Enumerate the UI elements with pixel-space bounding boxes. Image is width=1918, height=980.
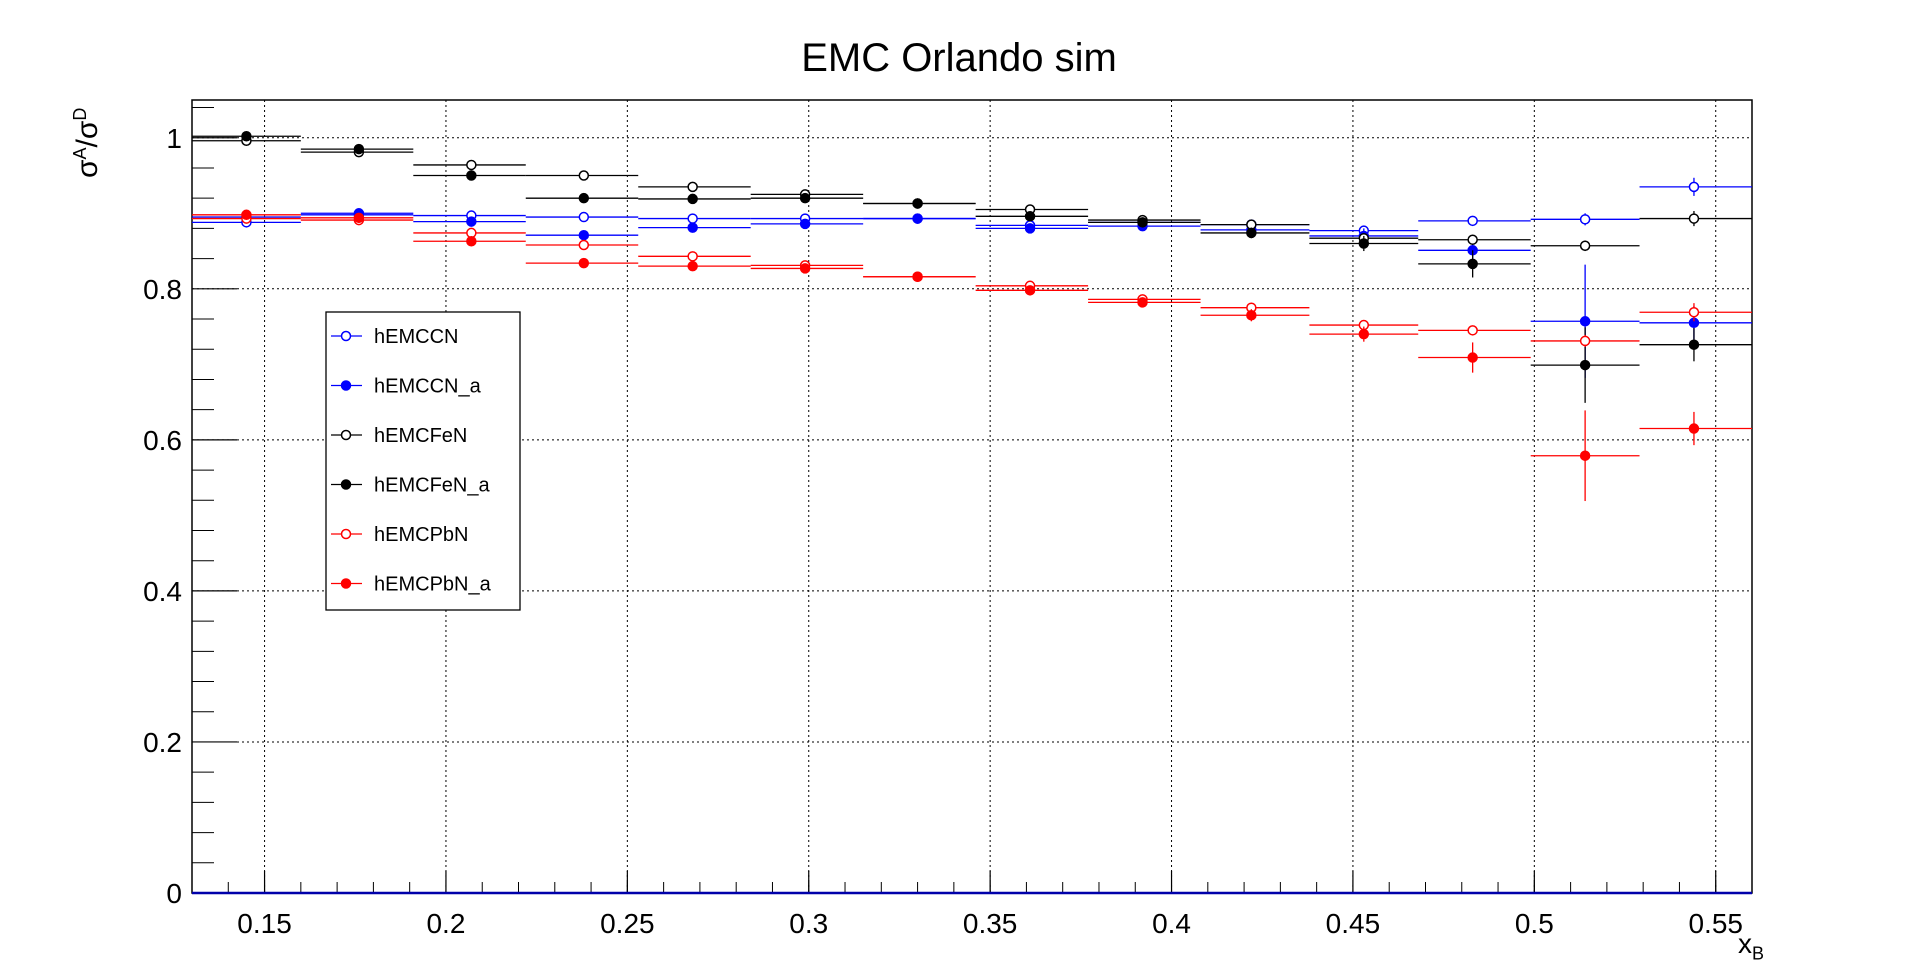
data-point <box>1246 309 1257 321</box>
data-point <box>1024 223 1036 234</box>
legend-entry: hEMCFeN_a <box>331 475 490 497</box>
series-layer <box>192 131 1752 502</box>
data-point <box>466 216 477 227</box>
legend-entry: hEMCFeN <box>331 425 467 447</box>
data-point <box>687 181 698 193</box>
data-point <box>1358 328 1370 340</box>
data-point <box>912 271 923 282</box>
legend-marker <box>340 380 352 391</box>
data-point <box>241 209 252 221</box>
legend-label: hEMCPbN <box>374 524 468 546</box>
legend-label: hEMCCN <box>374 326 458 348</box>
axes: 0.15 0.2 0.25 0.3 0.35 0.4 0.45 0.5 0.55 0 0.2 0.4 0… <box>143 99 1753 939</box>
data-point <box>687 251 698 262</box>
y-tick-label: 0.2 <box>143 727 182 758</box>
legend-label: hEMCPbN_a <box>374 574 492 596</box>
data-point <box>1579 450 1591 461</box>
data-point <box>1358 238 1370 249</box>
legend-entry: hEMCCN_a <box>331 376 482 398</box>
data-point <box>1467 325 1478 336</box>
data-point <box>578 239 590 251</box>
data-point <box>578 192 590 204</box>
data-point <box>1467 258 1478 270</box>
data-point <box>687 213 698 224</box>
x-tick-label: 0.25 <box>600 908 655 939</box>
legend-box <box>325 311 521 611</box>
legend-marker <box>340 528 352 540</box>
x-tick-label: 0.55 <box>1688 908 1743 939</box>
data-point <box>1688 306 1700 318</box>
legend-marker <box>340 330 352 342</box>
data-point <box>1579 240 1591 252</box>
x-tick-label: 0.4 <box>1152 908 1191 939</box>
data-point <box>353 212 365 224</box>
y-tick-label: 0.8 <box>143 274 182 305</box>
series-hEMCFeN <box>192 135 1752 252</box>
legend-marker <box>340 429 352 441</box>
legend-marker <box>340 578 352 589</box>
x-tick-label: 0.3 <box>789 908 828 939</box>
data-point <box>799 192 811 204</box>
data-point <box>1688 423 1700 434</box>
legend-label: hEMCFeN_a <box>374 475 490 497</box>
data-point <box>1137 297 1148 308</box>
data-point <box>687 260 698 272</box>
data-point <box>1246 227 1257 239</box>
y-tick-label: 0.4 <box>143 576 182 607</box>
legend-label: hEMCFeN <box>374 425 467 447</box>
legend-label: hEMCCN_a <box>374 376 482 398</box>
legend-marker <box>340 479 352 490</box>
data-point <box>1024 211 1036 222</box>
legend-entry: hEMCPbN <box>331 524 468 546</box>
chart-title: EMC Orlando sim <box>801 36 1117 80</box>
series-hEMCCN <box>192 177 1752 236</box>
data-point <box>1688 213 1700 224</box>
data-point <box>466 235 477 247</box>
x-tick-label: 0.15 <box>237 908 292 939</box>
data-point <box>353 143 365 155</box>
data-point <box>687 222 698 233</box>
data-point <box>912 198 923 209</box>
data-point <box>1024 285 1036 296</box>
data-point <box>1579 316 1591 327</box>
data-point <box>578 257 590 269</box>
data-point <box>241 131 252 142</box>
data-point <box>578 211 590 223</box>
legend-entry: hEMCCN <box>331 326 458 348</box>
x-axis-label: xB <box>1737 928 1764 964</box>
data-point <box>578 170 590 181</box>
data-point <box>799 218 811 230</box>
x-tick-label: 0.5 <box>1515 908 1554 939</box>
data-point <box>1688 181 1700 193</box>
x-tick-label: 0.2 <box>426 908 465 939</box>
data-point <box>687 193 698 205</box>
data-point <box>1467 352 1478 363</box>
data-point <box>466 159 477 171</box>
y-tick-label: 0 <box>166 878 182 909</box>
data-point <box>1688 339 1700 350</box>
legend-entry: hEMCPbN_a <box>331 574 492 596</box>
data-point <box>1137 217 1148 228</box>
data-point <box>912 213 923 224</box>
data-point <box>1467 234 1478 245</box>
x-tick-label: 0.45 <box>1326 908 1381 939</box>
data-point <box>466 170 477 181</box>
data-point <box>1579 335 1591 347</box>
data-point <box>1467 215 1478 227</box>
x-tick-label: 0.35 <box>963 908 1018 939</box>
series-hEMCPbN_a <box>192 209 1752 502</box>
data-point <box>1579 359 1591 371</box>
data-point <box>799 263 811 274</box>
data-point <box>1579 214 1591 225</box>
data-point <box>578 229 590 241</box>
y-tick-label: 0.6 <box>143 425 182 456</box>
y-tick-label: 1 <box>166 123 182 154</box>
legend: hEMCCN hEMCCN_a hEMCFeN hEMCFeN_a hEMCPbN hEM… <box>325 311 521 611</box>
